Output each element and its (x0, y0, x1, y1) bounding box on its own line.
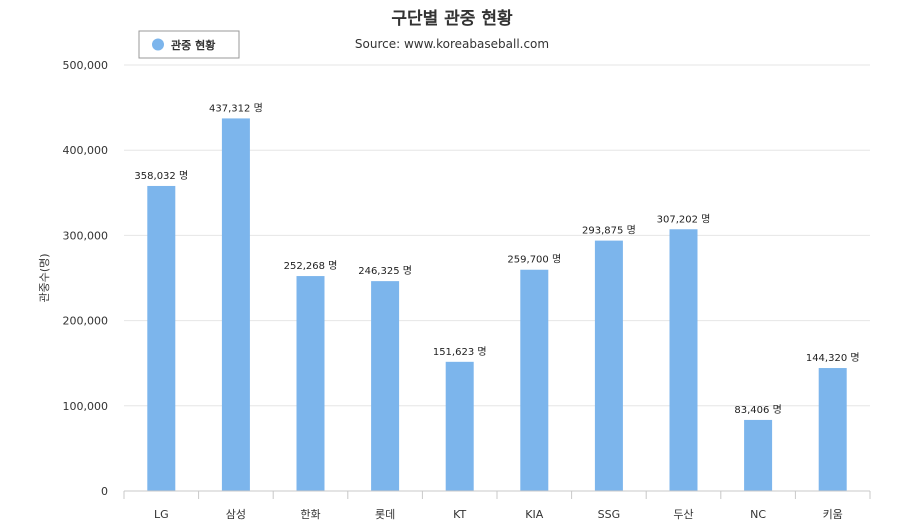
x-axis (123, 490, 871, 499)
x-tick-label: 키움 (823, 508, 843, 521)
x-tick-label: NC (750, 508, 766, 521)
x-tick-label: LG (154, 508, 169, 521)
x-axis-ticks: LG 삼성 한화 롯데 KT KIA SSG 두산 NC 키움 (154, 508, 843, 521)
x-tick-label: SSG (598, 508, 621, 521)
bar (744, 419, 773, 491)
legend[interactable]: 관중 현황 (138, 30, 240, 59)
y-tick-label: 200,000 (63, 315, 109, 328)
x-tick-label: 롯데 (375, 508, 395, 521)
x-tick-label: 삼성 (226, 508, 246, 521)
data-label: 307,202 명 (657, 213, 711, 225)
x-tick-label: KIA (525, 508, 543, 521)
y-tick-label: 400,000 (63, 144, 109, 157)
data-label: 144,320 명 (806, 352, 860, 364)
legend-label: 관중 현황 (171, 38, 215, 52)
bars (147, 118, 847, 492)
bar (147, 185, 176, 492)
data-label: 151,623 명 (433, 346, 487, 358)
data-label: 293,875 명 (582, 225, 636, 237)
data-label: 83,406 명 (734, 404, 781, 416)
y-axis-title: 관중수(명) (38, 253, 51, 302)
bar (221, 118, 250, 491)
legend-marker (152, 38, 164, 51)
bar (594, 240, 623, 491)
x-tick-label: KT (453, 508, 466, 521)
y-tick-label: 100,000 (63, 400, 109, 413)
data-label: 252,268 명 (284, 260, 338, 272)
data-labels: 358,032 명 437,312 명 252,268 명 246,325 명 151,… (134, 102, 859, 416)
bar (520, 269, 549, 491)
data-label: 246,325 명 (358, 265, 412, 277)
y-axis-ticks: 0 100,000 200,000 300,000 400,000 500,000 (63, 59, 109, 498)
bar (296, 276, 325, 491)
chart-title: 구단별 관중 현황 (391, 9, 513, 29)
y-tick-label: 500,000 (63, 59, 109, 72)
bar (669, 229, 698, 491)
chart-subtitle: Source: www.koreabaseball.com (355, 37, 549, 51)
y-tick-label: 0 (101, 485, 108, 498)
data-label: 358,032 명 (134, 170, 188, 182)
x-tick-label: 두산 (673, 508, 693, 521)
bar (445, 361, 474, 491)
bar (818, 368, 847, 491)
bar (371, 281, 400, 491)
x-tick-label: 한화 (300, 508, 320, 521)
data-label: 437,312 명 (209, 102, 263, 114)
y-tick-label: 300,000 (63, 229, 109, 242)
data-label: 259,700 명 (507, 254, 561, 266)
